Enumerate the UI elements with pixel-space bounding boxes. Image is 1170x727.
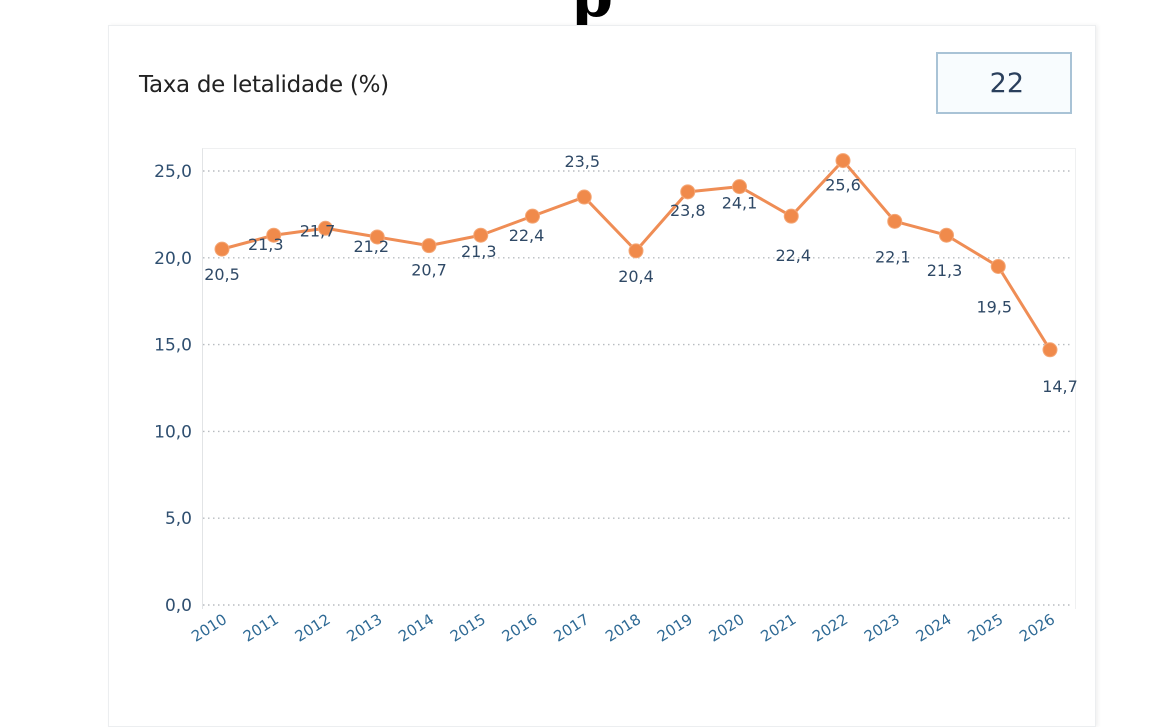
data-label: 22,4 — [775, 246, 811, 265]
x-axis-ticks: 2010 2011 2012 2013 2014 2015 2016 2017 2018 2019… — [188, 610, 1058, 646]
data-point — [369, 229, 385, 245]
x-tick-label: 2013 — [343, 610, 385, 646]
data-label: 21,3 — [461, 242, 497, 261]
data-label: 23,5 — [564, 152, 600, 171]
line-chart: 0,0 5,0 10,0 15,0 20,0 25,0 2010 2011 2012 2013 2… — [154, 152, 1078, 646]
data-label: 24,1 — [722, 194, 758, 213]
kpi-value: 22 — [989, 67, 1024, 99]
x-tick-label: 2012 — [292, 610, 334, 646]
data-label: 21,7 — [300, 221, 336, 240]
data-labels: 20,5 21,3 21,7 21,2 20,7 21,3 22,4 23,5 20,4 23,8… — [204, 152, 1078, 396]
data-point — [266, 227, 282, 243]
plot-area — [202, 148, 1076, 609]
data-label: 23,8 — [670, 201, 706, 220]
data-point — [732, 179, 747, 195]
x-tick-label: 2010 — [188, 610, 230, 646]
data-point — [525, 208, 540, 224]
x-tick-label: 2018 — [602, 610, 644, 646]
y-tick-label: 10,0 — [154, 422, 192, 442]
data-point — [421, 238, 437, 254]
data-label: 22,1 — [875, 247, 911, 266]
x-tick-label: 2022 — [809, 610, 851, 646]
x-tick-label: 2015 — [447, 610, 489, 646]
data-point — [1042, 342, 1058, 358]
chart-title: Taxa de letalidade (%) — [139, 72, 389, 98]
data-point — [318, 220, 333, 236]
data-label: 22,4 — [509, 226, 545, 245]
y-tick-label: 15,0 — [154, 336, 192, 356]
data-point — [887, 213, 903, 229]
x-tick-label: 2020 — [706, 610, 748, 646]
x-tick-label: 2026 — [1016, 610, 1058, 646]
x-tick-label: 2019 — [654, 610, 696, 646]
x-tick-label: 2023 — [861, 610, 903, 646]
x-tick-label: 2011 — [240, 610, 282, 646]
series-line-group — [214, 153, 1058, 358]
data-label: 21,2 — [353, 237, 389, 256]
x-tick-label: 2014 — [395, 610, 437, 646]
data-point — [473, 227, 489, 243]
data-label: 20,7 — [411, 261, 447, 280]
x-tick-label: 2021 — [757, 610, 799, 646]
x-tick-label: 2016 — [499, 610, 541, 646]
data-label: 20,4 — [618, 267, 654, 286]
data-point — [939, 227, 954, 243]
data-point — [835, 153, 851, 169]
data-point — [214, 241, 230, 257]
x-tick-label: 2025 — [964, 610, 1006, 646]
data-label: 25,6 — [825, 176, 861, 195]
y-tick-label: 5,0 — [165, 509, 192, 529]
data-point — [680, 184, 696, 200]
y-tick-label: 0,0 — [165, 596, 192, 616]
chart-card — [108, 25, 1096, 727]
data-label: 14,7 — [1042, 377, 1078, 396]
data-label: 19,5 — [976, 297, 1012, 316]
data-label: 21,3 — [927, 261, 963, 280]
x-tick-label: 2017 — [550, 610, 592, 646]
y-tick-label: 25,0 — [154, 162, 192, 182]
partial-heading-glyph: p — [571, 0, 613, 26]
data-point — [628, 243, 644, 259]
data-label: 21,3 — [248, 235, 284, 254]
y-tick-label: 20,0 — [154, 249, 192, 269]
data-point — [990, 258, 1006, 274]
kpi-value-box: 22 — [936, 52, 1072, 114]
data-point — [576, 189, 592, 205]
y-axis-ticks: 0,0 5,0 10,0 15,0 20,0 25,0 — [154, 162, 192, 616]
data-label: 20,5 — [204, 265, 240, 284]
data-point — [783, 208, 799, 224]
x-tick-label: 2024 — [913, 610, 955, 646]
